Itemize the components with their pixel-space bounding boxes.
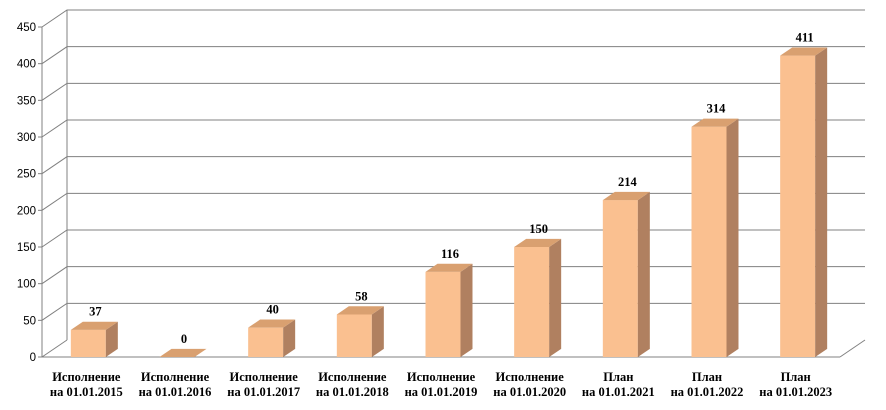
bar-top (425, 263, 473, 272)
y-tick-label: 300 (17, 132, 36, 144)
gridline (41, 229, 865, 248)
bars (70, 47, 828, 357)
bar-top (70, 321, 118, 330)
bar-side (637, 191, 650, 357)
gridline (41, 46, 865, 65)
x-tick-label: Исполнение (318, 370, 387, 384)
bar-top (248, 319, 296, 328)
y-tick-label: 450 (17, 22, 36, 34)
x-tick-label: План (781, 370, 811, 384)
gridline (41, 82, 865, 101)
bar (780, 47, 828, 357)
x-tick-label: на 01.01.2017 (227, 385, 300, 399)
data-labels: 37 0 40 58 116 150 214 314 411 (89, 30, 814, 345)
y-tick-label: 0 (30, 352, 36, 364)
x-tick-label: Исполнение (230, 370, 299, 384)
bar-top (780, 47, 828, 56)
bar-top (602, 191, 650, 201)
data-label: 37 (89, 305, 102, 319)
y-tick-label: 400 (17, 59, 36, 71)
data-label: 214 (618, 175, 638, 189)
bar-top (691, 118, 739, 127)
bar (514, 238, 562, 357)
bar-front (70, 329, 106, 357)
gridline (41, 302, 865, 321)
gridline (41, 119, 865, 138)
data-label: 40 (266, 303, 279, 317)
x-tick-label: на 01.01.2016 (139, 385, 212, 399)
grid (41, 9, 866, 358)
bar (602, 191, 650, 357)
bar-front (691, 126, 727, 357)
bar-front (780, 55, 816, 357)
gridline (41, 192, 865, 211)
bar-side (283, 319, 296, 357)
bar-top (514, 238, 562, 247)
x-tick-label: на 01.01.2018 (316, 385, 389, 399)
bar (70, 321, 118, 357)
x-tick-label: на 01.01.2019 (405, 385, 478, 399)
y-tick-label: 50 (23, 315, 36, 327)
y-tick-label: 250 (17, 169, 36, 181)
floor-depth-right (839, 339, 866, 358)
bar (336, 306, 384, 357)
bar-front (514, 247, 550, 357)
floor-depth-left (41, 339, 68, 358)
x-tick-label: на 01.01.2022 (671, 385, 744, 399)
x-tick-label: Исполнение (52, 370, 121, 384)
bar-front (425, 271, 461, 357)
bar-side (371, 306, 384, 357)
x-tick-label: Исполнение (141, 370, 210, 384)
bar-side (815, 47, 828, 357)
data-label: 116 (441, 247, 459, 261)
gridline (41, 266, 865, 285)
bar (691, 118, 739, 357)
y-tick-label: 100 (17, 279, 36, 291)
gridline (41, 9, 865, 28)
bar-top (159, 348, 207, 357)
data-label: 314 (707, 102, 727, 116)
bar-front (248, 327, 284, 357)
bar (248, 319, 296, 357)
x-tick-label: Исполнение (496, 370, 565, 384)
data-label: 411 (796, 30, 814, 44)
x-tick-label: Исполнение (407, 370, 476, 384)
bar-side (460, 263, 473, 357)
y-axis: 0 50 100 150 200 250 300 350 400 450 (17, 22, 43, 364)
x-tick-label: План (692, 370, 722, 384)
y-tick-label: 150 (17, 242, 36, 254)
bar-side (105, 321, 118, 357)
x-tick-label: на 01.01.2020 (493, 385, 566, 399)
bar (425, 263, 473, 357)
y-tick-label: 200 (17, 205, 36, 217)
data-label: 150 (529, 222, 548, 236)
bar (159, 348, 207, 357)
bar-top (336, 306, 384, 315)
x-tick-label: на 01.01.2015 (50, 385, 123, 399)
bar-side (726, 118, 739, 357)
data-label: 58 (355, 289, 368, 303)
data-label: 0 (181, 332, 187, 346)
bar-side (549, 238, 562, 357)
x-tick-label: План (603, 370, 633, 384)
y-tick-label: 350 (17, 95, 36, 107)
x-tick-label: на 01.01.2021 (582, 385, 655, 399)
x-tick-label: на 01.01.2023 (759, 385, 832, 399)
bar-front (336, 314, 372, 357)
bar-front (602, 200, 638, 357)
gridline (41, 156, 865, 175)
